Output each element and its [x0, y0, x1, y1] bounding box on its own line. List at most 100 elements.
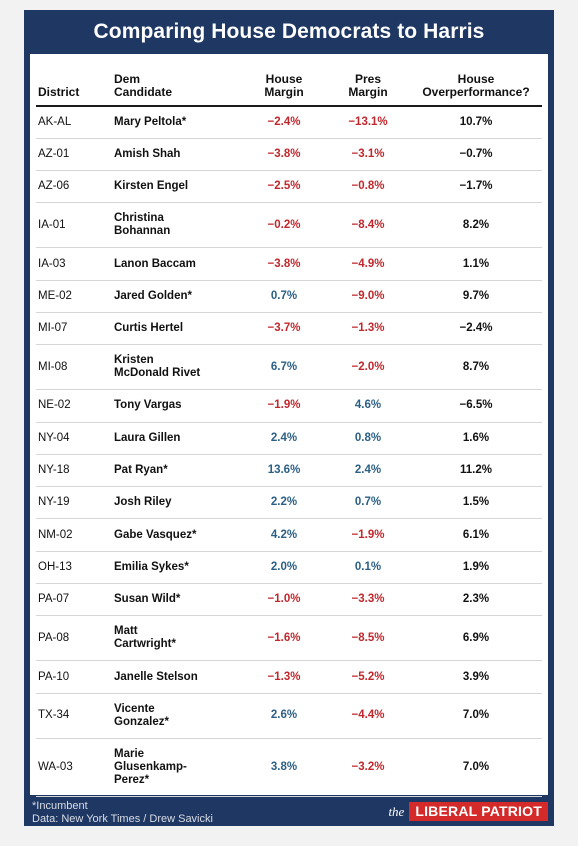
overperformance-cell: 1.1%	[410, 247, 542, 281]
table-row: NM-02 Gabe Vasquez* 4.2% −1.9% 6.1%	[36, 518, 542, 552]
district-cell: NM-02	[36, 518, 114, 552]
source-note: Data: New York Times / Drew Savicki	[32, 813, 213, 825]
header-house-margin: House Margin	[242, 54, 326, 107]
pres-margin-cell: 0.8%	[326, 422, 410, 455]
district-cell: PA-08	[36, 615, 114, 662]
candidate-cell: Janelle Stelson	[114, 660, 242, 694]
table-row: TX-34 Vicente Gonzalez* 2.6% −4.4% 7.0%	[36, 693, 542, 739]
candidate-cell: Vicente Gonzalez*	[114, 693, 242, 739]
pres-margin-cell: −5.2%	[326, 660, 410, 694]
header-candidate-line1: Dem	[114, 72, 141, 86]
house-margin-cell: 6.7%	[242, 344, 326, 391]
district-cell: NY-18	[36, 454, 114, 488]
table-row: AK-AL Mary Peltola* −2.4% −13.1% 10.7%	[36, 106, 542, 139]
table-row: PA-07 Susan Wild* −1.0% −3.3% 2.3%	[36, 583, 542, 617]
table-row: PA-08 Matt Cartwright* −1.6% −8.5% 6.9%	[36, 615, 542, 662]
candidate-cell: Laura Gillen	[114, 422, 242, 455]
table-row: IA-01 Christina Bohannan −0.2% −8.4% 8.2%	[36, 202, 542, 249]
header-over-line1: House	[457, 72, 495, 86]
house-margin-cell: 4.2%	[242, 518, 326, 552]
pres-margin-cell: −3.2%	[326, 738, 410, 797]
district-cell: WA-03	[36, 738, 114, 797]
district-cell: MI-08	[36, 344, 114, 391]
brand-logo: the LIBERAL PATRIOT	[388, 802, 548, 821]
overperformance-cell: 1.5%	[410, 486, 542, 520]
pres-margin-cell: −4.9%	[326, 247, 410, 281]
table-row: MI-07 Curtis Hertel −3.7% −1.3% −2.4%	[36, 312, 542, 346]
district-cell: MI-07	[36, 312, 114, 346]
overperformance-cell: 9.7%	[410, 280, 542, 313]
table-row: WA-03 Marie Glusenkamp- Perez* 3.8% −3.2% 7.0%	[36, 738, 542, 797]
header-district-label: District	[38, 85, 80, 99]
district-cell: IA-01	[36, 202, 114, 249]
house-margin-cell: 2.0%	[242, 551, 326, 585]
brand-the: the	[388, 804, 405, 819]
candidate-cell: Gabe Vasquez*	[114, 518, 242, 552]
header-candidate: Dem Candidate	[114, 54, 242, 107]
pres-margin-cell: −1.9%	[326, 518, 410, 552]
house-margin-cell: 0.7%	[242, 280, 326, 313]
pres-margin-cell: −8.5%	[326, 615, 410, 662]
house-margin-cell: 3.8%	[242, 738, 326, 797]
table-body: AK-AL Mary Peltola* −2.4% −13.1% 10.7% AZ-01 A…	[36, 106, 542, 797]
candidate-cell: Emilia Sykes*	[114, 551, 242, 585]
header-house-line1: House	[265, 72, 303, 86]
overperformance-cell: 6.9%	[410, 615, 542, 662]
header-over-line2: Overperformance?	[422, 85, 530, 99]
overperformance-cell: 6.1%	[410, 518, 542, 552]
brand-name: LIBERAL PATRIOT	[409, 802, 548, 821]
district-cell: PA-07	[36, 583, 114, 617]
table-row: NY-19 Josh Riley 2.2% 0.7% 1.5%	[36, 486, 542, 520]
incumbent-note: *Incumbent	[32, 800, 88, 812]
pres-margin-cell: −1.3%	[326, 312, 410, 346]
overperformance-cell: 11.2%	[410, 454, 542, 488]
house-margin-cell: −3.8%	[242, 138, 326, 172]
district-cell: TX-34	[36, 693, 114, 739]
header-pres-line2: Margin	[348, 85, 388, 99]
house-margin-cell: −3.8%	[242, 247, 326, 281]
district-cell: IA-03	[36, 247, 114, 281]
table-row: AZ-06 Kirsten Engel −2.5% −0.8% −1.7%	[36, 170, 542, 204]
district-cell: AZ-06	[36, 170, 114, 204]
candidate-cell: Susan Wild*	[114, 583, 242, 617]
table-row: ME-02 Jared Golden* 0.7% −9.0% 9.7%	[36, 280, 542, 313]
district-cell: AK-AL	[36, 106, 114, 139]
table-row: MI-08 Kristen McDonald Rivet 6.7% −2.0% 8.7%	[36, 344, 542, 391]
house-margin-cell: 13.6%	[242, 454, 326, 488]
overperformance-cell: 2.3%	[410, 583, 542, 617]
district-cell: ME-02	[36, 280, 114, 313]
table-row: PA-10 Janelle Stelson −1.3% −5.2% 3.9%	[36, 660, 542, 694]
house-margin-cell: −1.9%	[242, 389, 326, 423]
house-margin-cell: −0.2%	[242, 202, 326, 249]
table-header: District Dem Candidate House Margin Pres Ma…	[36, 54, 542, 107]
header-district: District	[36, 54, 114, 107]
district-cell: PA-10	[36, 660, 114, 694]
table-panel: District Dem Candidate House Margin Pres Ma…	[30, 54, 548, 797]
candidate-cell: Mary Peltola*	[114, 106, 242, 139]
chart-title: Comparing House Democrats to Harris	[93, 20, 485, 43]
candidate-cell: Tony Vargas	[114, 389, 242, 423]
table-row: OH-13 Emilia Sykes* 2.0% 0.1% 1.9%	[36, 551, 542, 585]
header-overperformance: House Overperformance?	[410, 54, 542, 107]
overperformance-cell: −1.7%	[410, 170, 542, 204]
district-cell: NE-02	[36, 389, 114, 423]
overperformance-cell: 8.2%	[410, 202, 542, 249]
candidate-cell: Curtis Hertel	[114, 312, 242, 346]
pres-margin-cell: 4.6%	[326, 389, 410, 423]
overperformance-cell: 7.0%	[410, 693, 542, 739]
candidate-cell: Pat Ryan*	[114, 454, 242, 488]
table-row: NY-04 Laura Gillen 2.4% 0.8% 1.6%	[36, 422, 542, 455]
pres-margin-cell: 0.1%	[326, 551, 410, 585]
overperformance-cell: −0.7%	[410, 138, 542, 172]
overperformance-cell: 8.7%	[410, 344, 542, 391]
district-cell: AZ-01	[36, 138, 114, 172]
results-table: District Dem Candidate House Margin Pres Ma…	[36, 54, 542, 797]
pres-margin-cell: −4.4%	[326, 693, 410, 739]
table-row: NY-18 Pat Ryan* 13.6% 2.4% 11.2%	[36, 454, 542, 488]
house-margin-cell: −2.5%	[242, 170, 326, 204]
overperformance-cell: 1.9%	[410, 551, 542, 585]
overperformance-cell: 10.7%	[410, 106, 542, 139]
house-margin-cell: −1.3%	[242, 660, 326, 694]
candidate-cell: Josh Riley	[114, 486, 242, 520]
table-row: NE-02 Tony Vargas −1.9% 4.6% −6.5%	[36, 389, 542, 423]
